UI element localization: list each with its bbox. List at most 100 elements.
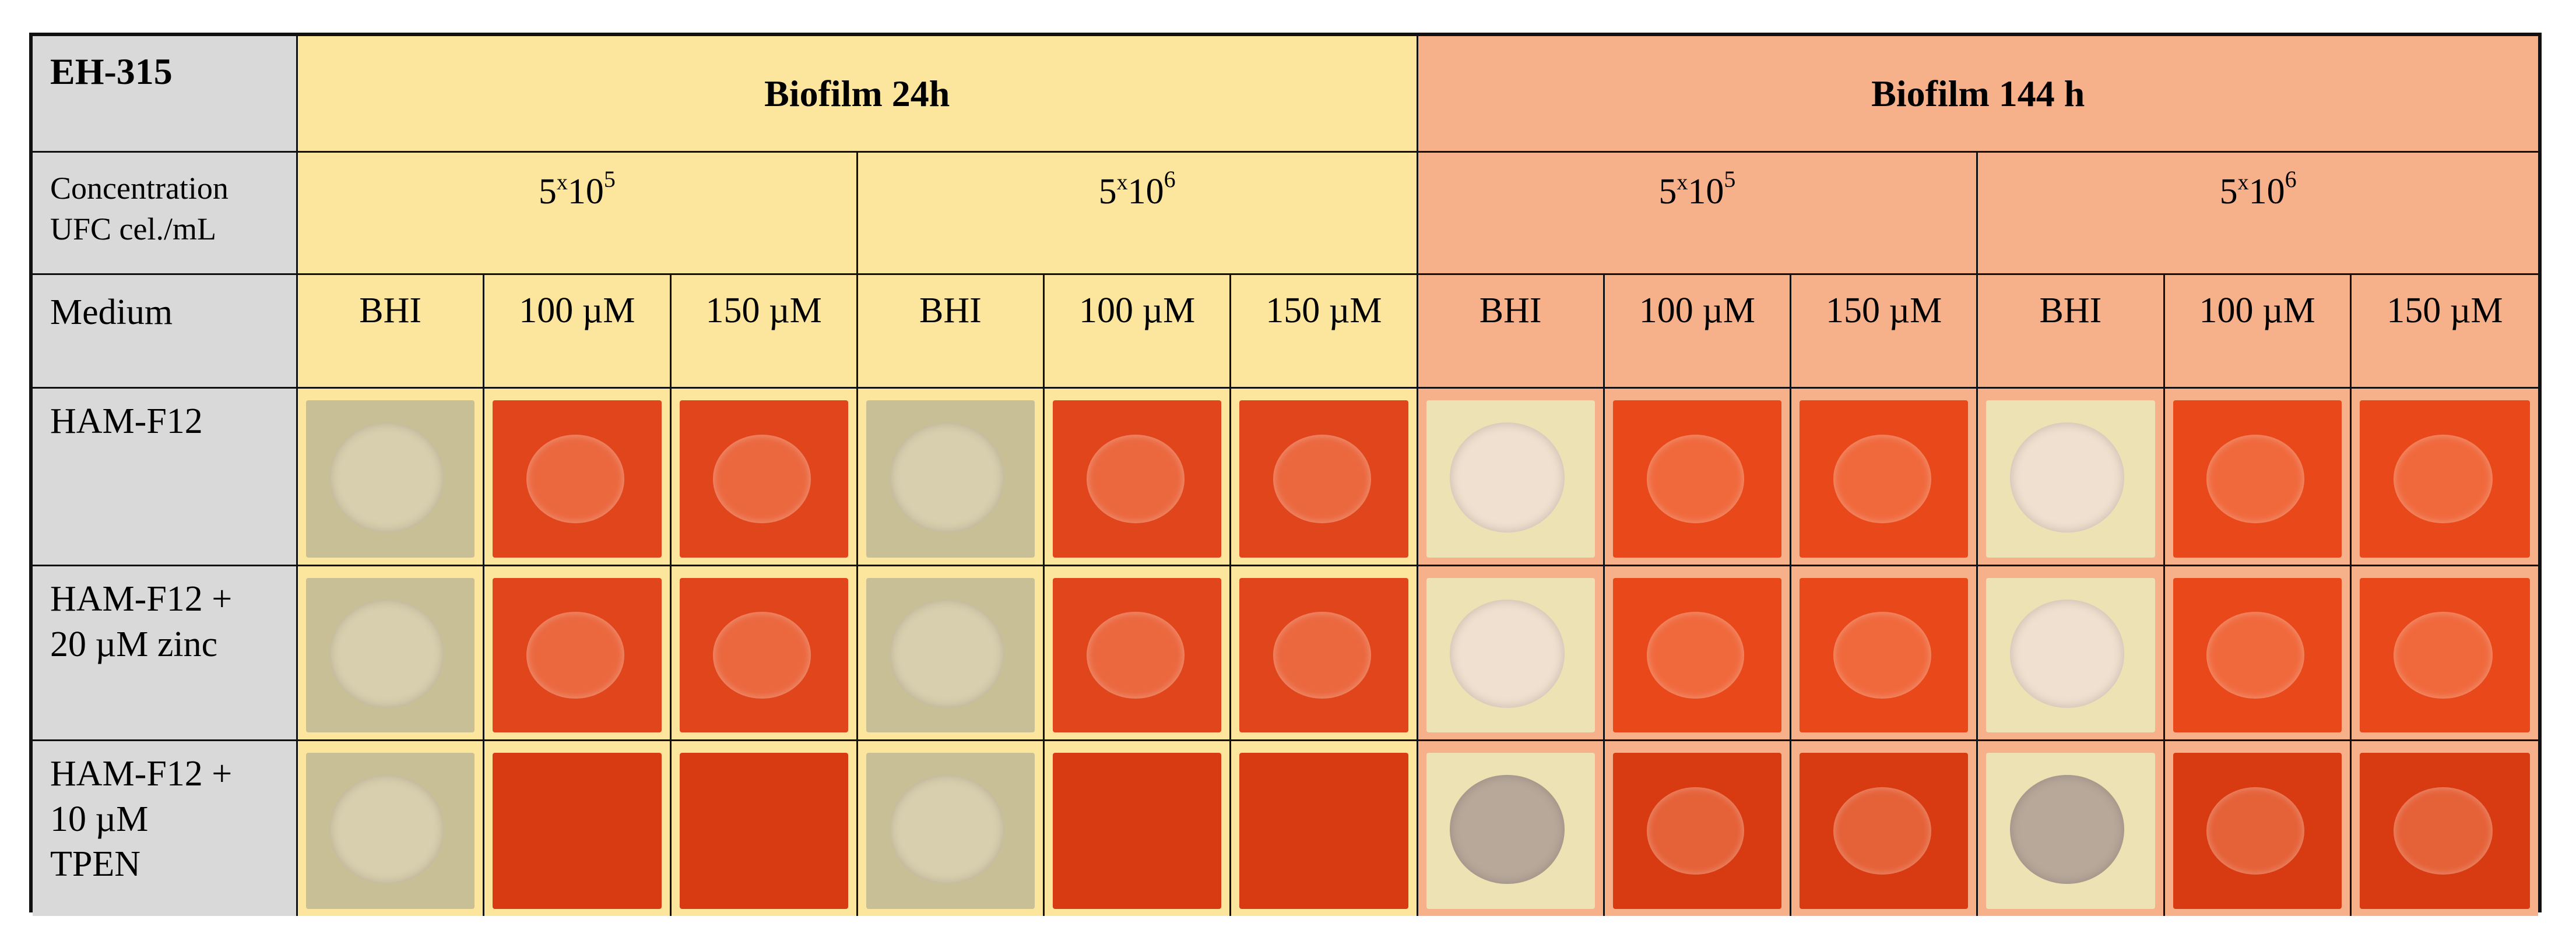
sample-photo-cell <box>1978 566 2165 741</box>
biofilm-treated-photo <box>2173 400 2342 558</box>
biofilm-colony-shape <box>1449 600 1565 708</box>
biofilm-colony-shape <box>2206 612 2305 699</box>
row-label-line: HAM-F12 + <box>50 754 233 794</box>
sample-photo-cell <box>298 741 485 916</box>
group-header-144h: Biofilm 144 h <box>1418 36 2538 153</box>
sample-photo-cell <box>2164 741 2352 916</box>
biofilm-colony-shape <box>2394 435 2493 523</box>
concentration-value: 5x105 <box>1418 153 1978 275</box>
medium-label: Medium <box>33 275 298 389</box>
biofilm-colony-shape <box>1273 435 1371 523</box>
biofilm-colony-shape <box>1273 612 1371 699</box>
biofilm-treated-photo <box>679 578 848 732</box>
strain-label: EH-315 <box>33 36 298 153</box>
biofilm-bhi-photo <box>1426 753 1595 909</box>
biofilm-treated-photo <box>2359 753 2530 909</box>
sample-photo-cell <box>671 741 858 916</box>
group-header-24h: Biofilm 24h <box>298 36 1418 153</box>
row-label-line: HAM-F12 <box>50 401 203 441</box>
sample-photo-cell <box>484 566 672 741</box>
biofilm-bhi-photo <box>306 578 475 732</box>
biofilm-colony-shape <box>329 774 445 884</box>
medium-header: 150 µM <box>2351 275 2538 389</box>
sample-photo-cell <box>2351 389 2538 566</box>
biofilm-bhi-photo <box>1426 400 1595 558</box>
biofilm-colony-shape <box>1833 435 1931 523</box>
biofilm-colony-shape <box>2009 774 2125 884</box>
biofilm-bhi-photo <box>1986 753 2155 909</box>
row-label-line: HAM-F12 + <box>50 579 233 619</box>
sample-photo-cell <box>298 389 485 566</box>
concentration-label-line-2: UFC cel./mL <box>50 212 216 247</box>
sample-photo-cell <box>1418 566 1605 741</box>
biofilm-bhi-photo <box>866 400 1035 558</box>
biofilm-treated-photo <box>493 400 662 558</box>
sample-photo-cell <box>1978 741 2165 916</box>
biofilm-treated-photo <box>1612 400 1781 558</box>
biofilm-colony-shape <box>890 422 1004 533</box>
sample-photo-cell <box>2351 741 2538 916</box>
biofilm-colony-shape <box>2206 435 2305 523</box>
biofilm-treated-photo <box>1239 578 1408 732</box>
biofilm-colony-shape <box>526 612 624 699</box>
biofilm-treated-photo <box>1800 753 1969 909</box>
sample-photo-cell <box>1045 389 1232 566</box>
medium-header: BHI <box>858 275 1045 389</box>
medium-header: 100 µM <box>484 275 672 389</box>
biofilm-colony-shape <box>2394 612 2493 699</box>
sample-photo-cell <box>1604 741 1791 916</box>
row-label-line: 20 µM zinc <box>50 624 218 664</box>
biofilm-colony-shape <box>1646 435 1745 523</box>
medium-header: 150 µM <box>1231 275 1418 389</box>
biofilm-treated-photo <box>679 753 848 909</box>
sample-photo-cell <box>1231 389 1418 566</box>
biofilm-colony-shape <box>1646 612 1745 699</box>
biofilm-colony-shape <box>713 435 811 523</box>
biofilm-treated-photo <box>1800 578 1969 732</box>
biofilm-treated-photo <box>2173 753 2342 909</box>
sample-photo-cell <box>1791 566 1978 741</box>
row-label-ham-f12: HAM-F12 <box>33 389 298 566</box>
medium-header: 100 µM <box>1604 275 1791 389</box>
sample-photo-cell <box>2164 566 2352 741</box>
biofilm-colony-shape <box>1086 612 1185 699</box>
concentration-label: Concentration UFC cel./mL <box>33 153 298 275</box>
biofilm-colony-shape <box>1833 612 1931 699</box>
medium-header: BHI <box>1418 275 1605 389</box>
row-label-ham-f12-zinc: HAM-F12 + 20 µM zinc <box>33 566 298 741</box>
biofilm-treated-photo <box>1239 753 1408 909</box>
biofilm-treated-photo <box>679 400 848 558</box>
medium-header: 150 µM <box>1791 275 1978 389</box>
biofilm-treated-photo <box>1053 578 1222 732</box>
sample-photo-cell <box>298 566 485 741</box>
biofilm-treated-photo <box>2359 400 2530 558</box>
sample-photo-cell <box>858 566 1045 741</box>
biofilm-colony-shape <box>329 422 445 533</box>
row-label-line: 10 µM <box>50 799 149 839</box>
biofilm-treated-photo <box>1239 400 1408 558</box>
concentration-value: 5x106 <box>1978 153 2538 275</box>
sample-photo-cell <box>671 566 858 741</box>
sample-photo-cell <box>858 741 1045 916</box>
sample-photo-cell <box>2351 566 2538 741</box>
biofilm-colony-shape <box>713 612 811 699</box>
biofilm-bhi-photo <box>1986 400 2155 558</box>
biofilm-colony-shape <box>1449 774 1565 884</box>
medium-header: 100 µM <box>1045 275 1232 389</box>
biofilm-bhi-photo <box>306 753 475 909</box>
sample-photo-cell <box>1604 566 1791 741</box>
biofilm-colony-shape <box>890 600 1004 708</box>
biofilm-treated-photo <box>493 753 662 909</box>
biofilm-bhi-photo <box>1426 578 1595 732</box>
biofilm-bhi-photo <box>1986 578 2155 732</box>
biofilm-treated-photo <box>493 578 662 732</box>
sample-photo-cell <box>858 389 1045 566</box>
biofilm-colony-shape <box>329 600 445 708</box>
biofilm-colony-shape <box>890 774 1004 884</box>
biofilm-bhi-photo <box>866 578 1035 732</box>
sample-photo-cell <box>671 389 858 566</box>
sample-photo-cell <box>1791 389 1978 566</box>
biofilm-colony-shape <box>1646 787 1745 875</box>
biofilm-colony-shape <box>1086 435 1185 523</box>
biofilm-colony-shape <box>526 435 624 523</box>
